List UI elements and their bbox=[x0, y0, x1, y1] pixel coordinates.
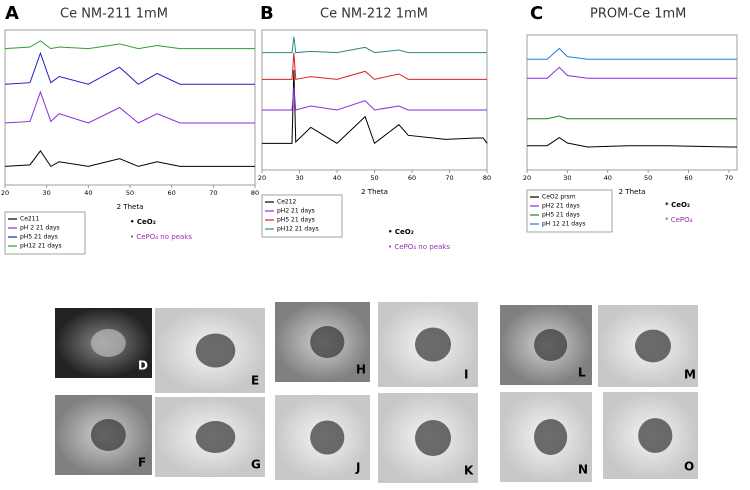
x-tick-label: 20 bbox=[1, 189, 9, 197]
annotation: • CePO₄ no peaks bbox=[388, 243, 450, 251]
tem-panel-letter: N bbox=[578, 463, 588, 477]
x-axis-label: 2 Theta bbox=[361, 188, 388, 196]
x-axis-label: 2 Theta bbox=[117, 203, 144, 211]
trace bbox=[262, 87, 487, 111]
chart-title: Ce NM-211 1mM bbox=[60, 7, 168, 22]
panel-letter: C bbox=[530, 3, 543, 24]
particle-cluster bbox=[534, 329, 568, 361]
particle-cluster bbox=[415, 420, 451, 456]
legend-label: pH12 21 days bbox=[277, 226, 319, 233]
x-tick-label: 70 bbox=[445, 174, 453, 182]
legend-label: pH 2 21 days bbox=[20, 225, 60, 232]
x-tick-label: 50 bbox=[126, 189, 134, 197]
annotation: • CeO₂ bbox=[388, 228, 414, 236]
x-tick-label: 40 bbox=[604, 174, 612, 182]
trace bbox=[4, 90, 255, 124]
legend-label: CeO2 prsm bbox=[542, 194, 576, 201]
particle-cluster bbox=[310, 326, 345, 358]
x-tick-label: 30 bbox=[295, 174, 303, 182]
chart-title: PROM-Ce 1mM bbox=[590, 7, 686, 22]
tem-panel-letter: I bbox=[464, 368, 468, 382]
x-tick-label: 40 bbox=[84, 189, 92, 197]
trace bbox=[262, 69, 488, 145]
legend-box bbox=[526, 189, 613, 233]
legend-label: pH2 21 days bbox=[542, 203, 580, 210]
chart-title: Ce NM-212 1mM bbox=[320, 7, 428, 22]
legend-box bbox=[261, 194, 343, 238]
trace bbox=[262, 52, 487, 80]
tem-panel-letter: E bbox=[251, 374, 259, 388]
trace bbox=[527, 66, 737, 79]
legend-label: pH5 21 days bbox=[542, 212, 580, 219]
x-tick-label: 30 bbox=[563, 174, 571, 182]
legend-box bbox=[4, 211, 86, 255]
particle-cluster bbox=[195, 421, 236, 453]
x-tick-label: 50 bbox=[644, 174, 652, 182]
tem-panel-letter: L bbox=[578, 366, 586, 380]
legend-label: Ce211 bbox=[20, 216, 40, 223]
x-tick-label: 20 bbox=[258, 174, 266, 182]
annotation: • CeO₂ bbox=[130, 218, 156, 226]
x-tick-label: 70 bbox=[209, 189, 217, 197]
trace bbox=[262, 36, 487, 54]
particle-cluster bbox=[415, 327, 451, 362]
x-tick-label: 80 bbox=[251, 189, 259, 197]
legend-label: pH12 21 days bbox=[20, 243, 62, 250]
trace bbox=[527, 136, 737, 148]
annotation: * CeO₂ bbox=[665, 201, 690, 209]
tem-panel-letter: G bbox=[251, 458, 261, 472]
tem-panel-letter: F bbox=[138, 456, 146, 470]
plot-frame bbox=[4, 29, 256, 186]
tem-panel-letter: D bbox=[138, 359, 148, 373]
x-tick-label: 80 bbox=[483, 174, 491, 182]
particle-cluster bbox=[534, 419, 568, 455]
legend-label: pH2 21 days bbox=[277, 208, 315, 215]
legend-label: pH5 21 days bbox=[277, 217, 315, 224]
legend-label: Ce212 bbox=[277, 199, 297, 206]
particle-cluster bbox=[90, 419, 126, 451]
trace bbox=[4, 40, 255, 50]
x-tick-label: 60 bbox=[168, 189, 176, 197]
panel-letter: B bbox=[260, 3, 274, 24]
legend-label: pH 12 21 days bbox=[542, 221, 585, 228]
x-tick-label: 40 bbox=[333, 174, 341, 182]
x-tick-label: 60 bbox=[684, 174, 692, 182]
plot-frame bbox=[526, 34, 738, 171]
trace bbox=[527, 115, 737, 120]
x-tick-label: 20 bbox=[523, 174, 531, 182]
x-tick-label: 60 bbox=[408, 174, 416, 182]
x-tick-label: 30 bbox=[43, 189, 51, 197]
trace bbox=[4, 51, 255, 85]
x-axis-label: 2 Theta bbox=[619, 188, 646, 196]
tem-panel-letter: M bbox=[684, 368, 696, 382]
annotation: * CePO₄ bbox=[665, 216, 693, 224]
tem-panel-letter: H bbox=[356, 363, 366, 377]
annotation: • CePO₄ no peaks bbox=[130, 233, 192, 241]
particle-cluster bbox=[638, 418, 673, 453]
particle-cluster bbox=[310, 420, 345, 455]
particle-cluster bbox=[635, 329, 671, 363]
trace bbox=[4, 150, 255, 168]
panel-letter: A bbox=[5, 3, 19, 24]
x-tick-label: 50 bbox=[370, 174, 378, 182]
tem-panel-letter: K bbox=[464, 464, 474, 478]
x-tick-label: 70 bbox=[725, 174, 733, 182]
particle-cluster bbox=[195, 333, 236, 368]
trace bbox=[527, 47, 737, 60]
legend-label: pH5 21 days bbox=[20, 234, 58, 241]
particle-cluster bbox=[90, 329, 126, 357]
tem-panel-letter: O bbox=[684, 460, 694, 474]
tem-panel-letter: J bbox=[355, 461, 360, 475]
